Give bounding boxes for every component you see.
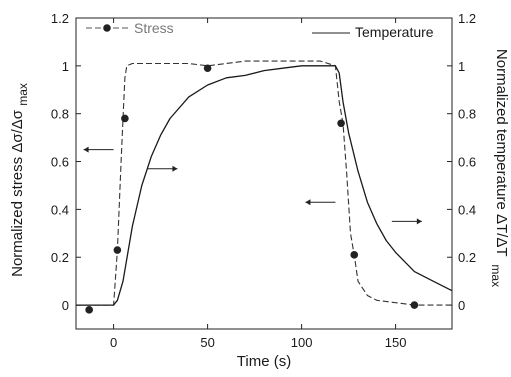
stress-series-line	[76, 60, 452, 306]
annotations-layer	[83, 146, 422, 225]
x-tick-label: 50	[200, 335, 214, 350]
y-tick-label-right: 0	[458, 298, 465, 313]
axis-arrow-head	[172, 165, 178, 172]
legend-temperature-label: Temperature	[355, 24, 434, 40]
y-axis-right-title: Normalized temperature ΔT/ΔT max	[489, 49, 510, 287]
y-tick-label-left: 1.2	[51, 11, 69, 26]
y-axis-left-title-sub: max	[16, 83, 30, 106]
y-axis-left-title: Normalized stress Δσ/Δσ max	[9, 83, 30, 277]
y-tick-label-left: 0	[62, 298, 69, 313]
y-tick-label-right: 1	[458, 59, 465, 74]
stress-marker	[121, 114, 129, 123]
stress-marker	[113, 246, 122, 254]
y-axis-right-title-main: Normalized temperature ΔT/ΔT	[493, 49, 510, 256]
stress-marker	[350, 251, 359, 259]
stress-marker	[85, 306, 93, 314]
legend-stress-label: Stress	[134, 20, 174, 36]
temperature-series-line	[76, 65, 453, 306]
axis-arrow-head	[83, 146, 89, 153]
x-tick-label: 100	[291, 335, 313, 350]
x-tick-label: 0	[110, 335, 117, 350]
y-axis-left-title-main: Normalized stress Δσ/Δσ	[9, 109, 26, 277]
y-tick-label-left: 1	[62, 59, 69, 74]
y-tick-label-right: 0.6	[458, 155, 476, 170]
y-tick-label-left: 0.4	[51, 202, 69, 217]
axis-arrow-head	[305, 199, 311, 206]
x-tick-label: 150	[385, 335, 407, 350]
stress-marker	[410, 301, 419, 309]
ticks-layer: 0 50 100 150 0 0 0.2 0.2 0.4 0.4 0.6 0.6 0.8 0.8 1 1 1.2…	[51, 11, 476, 350]
y-tick-label-left: 0.8	[51, 107, 69, 122]
stress-marker	[337, 119, 345, 128]
x-axis-title: Time (s)	[237, 353, 291, 370]
y-tick-label-left: 0.2	[51, 250, 69, 265]
axis-arrow-head	[416, 218, 422, 225]
legend-stress-marker	[103, 24, 111, 32]
stress-marker	[203, 64, 212, 73]
y-tick-label-left: 0.6	[51, 155, 69, 170]
legend: Stress Temperature	[86, 20, 434, 40]
y-tick-label-right: 0.4	[458, 202, 476, 217]
y-tick-label-right: 0.8	[458, 107, 476, 122]
y-tick-label-right: 1.2	[458, 11, 476, 26]
plot-frame	[75, 17, 453, 330]
y-tick-label-right: 0.2	[458, 250, 476, 265]
series-layer	[76, 60, 453, 314]
y-axis-right-title-sub: max	[489, 264, 503, 287]
